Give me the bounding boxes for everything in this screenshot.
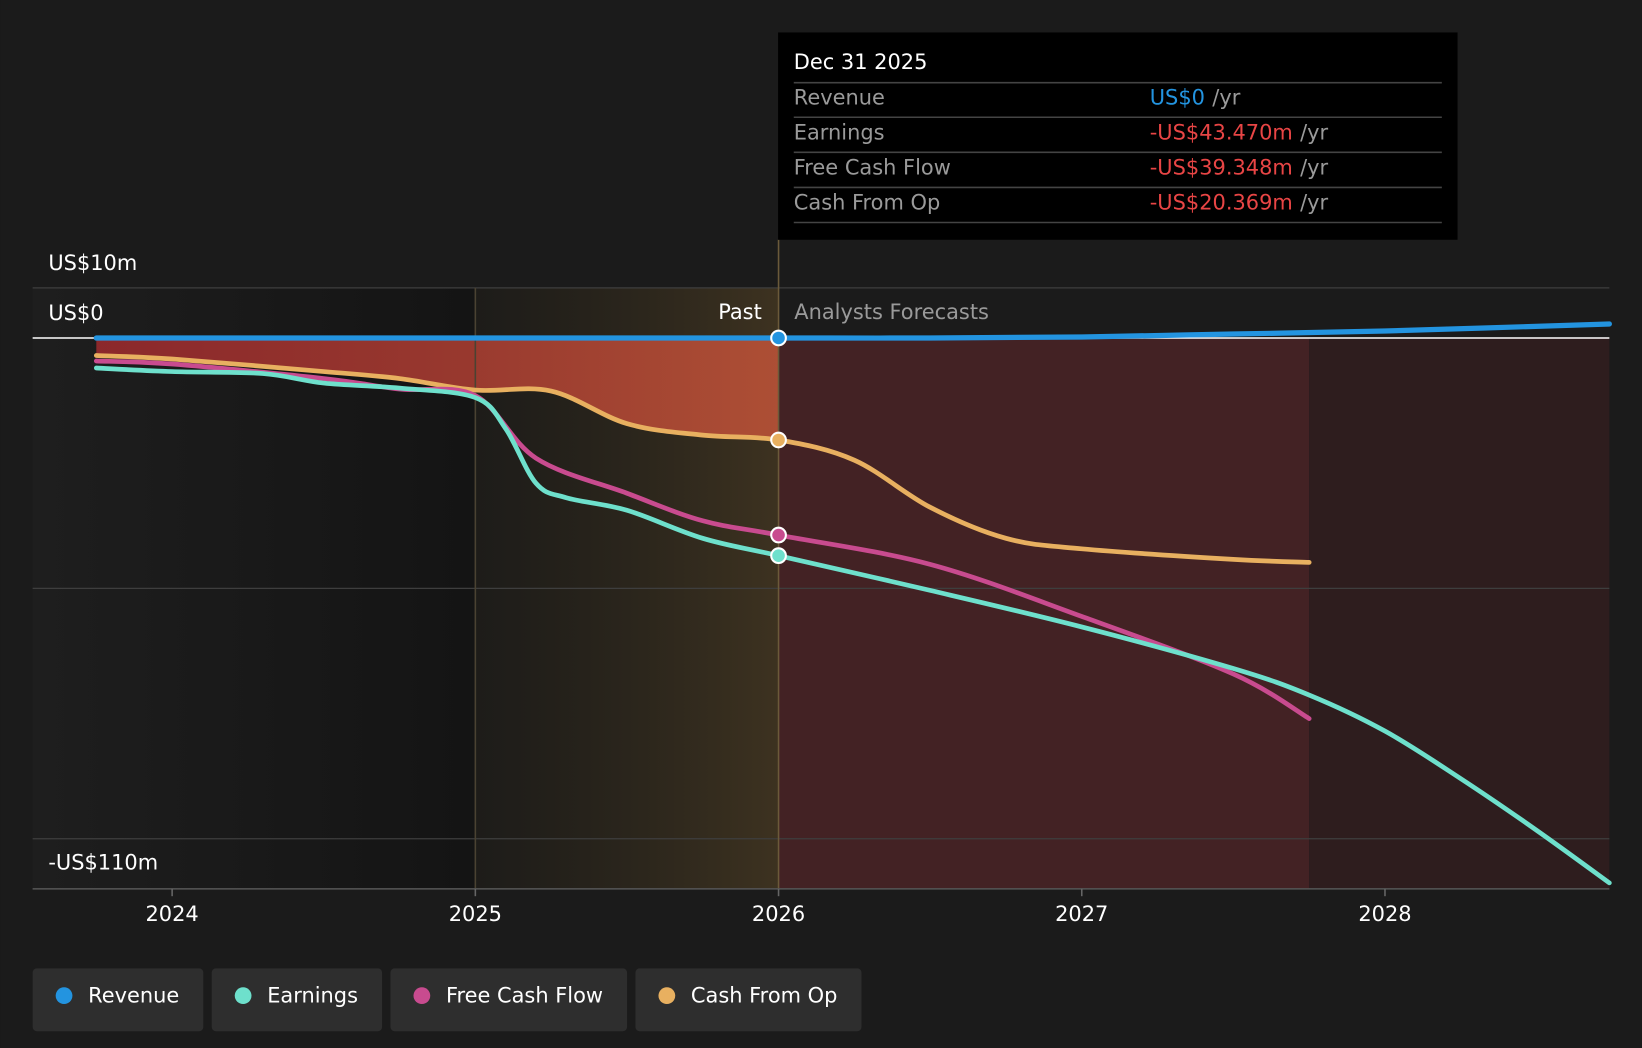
legend-item: Cash From Op <box>635 968 862 1032</box>
point-marker <box>770 431 787 449</box>
tooltip-value-text: -US$43.470m <box>1150 120 1293 144</box>
tooltip: Dec 31 2025 Revenue US$0/yr Earnings -US$43.… <box>778 32 1458 240</box>
series-line <box>93 358 1312 721</box>
y-tick-label: US$0 <box>48 301 103 325</box>
point-marker <box>770 526 787 544</box>
tooltip-value-text: -US$20.369m <box>1150 191 1293 215</box>
tooltip-label: Earnings <box>794 120 885 144</box>
point-marker <box>770 329 787 347</box>
tooltip-suffix: /yr <box>1300 120 1328 144</box>
x-tick-label: 2024 <box>145 902 198 926</box>
tooltip-value-text: US$0 <box>1150 85 1205 109</box>
tooltip-label: Cash From Op <box>794 191 940 215</box>
legend-box <box>211 968 383 1032</box>
point-marker <box>770 547 787 565</box>
forecast-region-late <box>1309 337 1610 889</box>
x-tick-label: 2028 <box>1358 902 1411 926</box>
legend-label: Free Cash Flow <box>446 984 603 1008</box>
past-label: Past <box>718 300 762 324</box>
tooltip-value: -US$20.369m/yr <box>1150 191 1329 215</box>
legend-swatch <box>413 987 431 1005</box>
tooltip-suffix: /yr <box>1300 156 1328 180</box>
tooltip-label: Free Cash Flow <box>794 156 951 180</box>
tooltip-suffix: /yr <box>1300 191 1328 215</box>
forecast-region <box>778 337 1310 889</box>
series-line <box>93 353 1312 565</box>
legend-item: Earnings <box>211 968 383 1032</box>
legend-swatch <box>55 987 73 1005</box>
series-line <box>93 365 1612 886</box>
legend-item: Revenue <box>32 968 204 1032</box>
tooltip-title: Dec 31 2025 <box>794 50 928 74</box>
forecast-label: Analysts Forecasts <box>794 300 989 324</box>
tooltip-suffix: /yr <box>1212 85 1240 109</box>
tooltip-value-text: -US$39.348m <box>1150 156 1293 180</box>
legend-box <box>635 968 862 1032</box>
tooltip-value: -US$43.470m/yr <box>1150 120 1329 144</box>
y-tick-label: -US$110m <box>48 851 158 875</box>
tooltip-value: -US$39.348m/yr <box>1150 156 1329 180</box>
legend-swatch <box>658 987 676 1005</box>
tooltip-label: Revenue <box>794 85 885 109</box>
x-tick-label: 2025 <box>449 902 502 926</box>
legend-box <box>32 968 204 1032</box>
tooltip-value: US$0/yr <box>1150 85 1241 109</box>
series-line <box>93 321 1612 341</box>
tooltip-box <box>778 32 1458 240</box>
x-tick-label: 2026 <box>752 902 805 926</box>
legend-swatch <box>234 987 252 1005</box>
legend-label: Revenue <box>88 984 179 1008</box>
legend-box <box>390 968 628 1032</box>
legend-item: Free Cash Flow <box>390 968 628 1032</box>
x-tick-label: 2027 <box>1055 902 1108 926</box>
legend-label: Cash From Op <box>691 984 837 1008</box>
legend-label: Earnings <box>267 984 358 1008</box>
y-tick-label: US$10m <box>48 251 137 275</box>
